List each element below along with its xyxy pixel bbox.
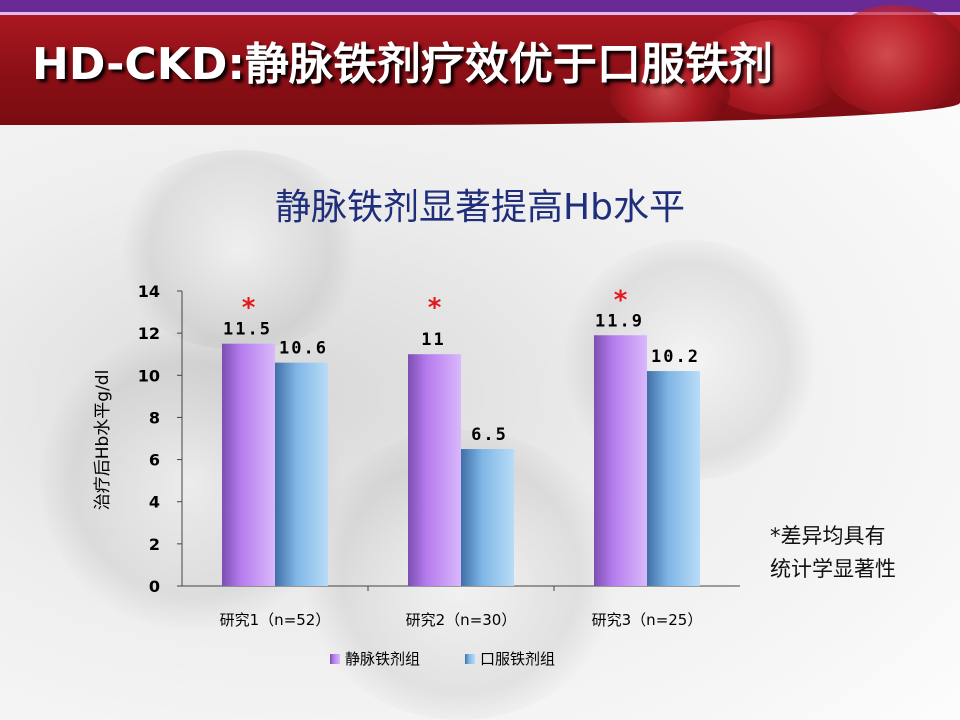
y-tick-label: 6 — [149, 451, 160, 470]
data-label: 11 — [421, 330, 445, 350]
legend-label: 静脉铁剂组 — [345, 650, 420, 668]
bar-iv-iron — [408, 354, 461, 586]
y-tick-label: 10 — [138, 366, 160, 385]
chart-bars — [222, 335, 700, 586]
y-tick-label: 12 — [138, 324, 160, 343]
category-label: 研究1（n=52） — [220, 611, 331, 629]
y-tick-label: 8 — [149, 408, 160, 427]
data-label: 10.2 — [651, 347, 700, 367]
y-tick-label: 4 — [149, 493, 160, 512]
legend-swatch-oral — [465, 654, 475, 664]
bar-oral-iron — [647, 371, 700, 586]
chart-legend: 静脉铁剂组 口服铁剂组 — [330, 650, 555, 668]
data-label: 11.9 — [595, 311, 644, 331]
bar-oral-iron — [461, 449, 514, 586]
chart-labels: 研究1（n=52） 11.5 10.6 * 研究2（n=30） 11 6.5 * 研究3（n=2… — [220, 285, 703, 629]
data-label: 11.5 — [223, 320, 272, 340]
significance-star: * — [614, 285, 628, 315]
bar-iv-iron — [222, 343, 275, 586]
legend-label: 口服铁剂组 — [480, 650, 555, 668]
slide-header — [0, 0, 960, 125]
background-cell — [110, 150, 370, 350]
y-axis-label: 治疗后Hb水平g/dl — [93, 370, 113, 511]
legend-swatch-iv — [330, 654, 340, 664]
blood-cell-graphic — [820, 5, 960, 115]
significance-footnote: *差异均具有 统计学显著性 — [770, 520, 950, 586]
footnote-line-1: *差异均具有 — [770, 524, 886, 548]
significance-star: * — [242, 293, 256, 323]
footnote-line-2: 统计学显著性 — [770, 557, 896, 581]
y-tick-label: 2 — [149, 535, 160, 554]
chart-title: 静脉铁剂显著提高Hb水平 — [275, 187, 685, 228]
category-label: 研究3（n=25） — [592, 611, 703, 629]
bar-iv-iron — [594, 335, 647, 586]
header-top-band — [0, 0, 960, 12]
data-label: 6.5 — [471, 425, 508, 445]
category-label: 研究2（n=30） — [406, 611, 517, 629]
data-label: 10.6 — [279, 339, 328, 359]
y-tick-label: 0 — [149, 577, 160, 596]
bar-oral-iron — [275, 362, 328, 586]
y-tick-label: 14 — [138, 282, 160, 301]
header-accent-line — [0, 12, 960, 15]
page-title: HD-CKD:静脉铁剂疗效优于口服铁剂 — [32, 39, 773, 90]
blood-cell-graphic — [610, 60, 730, 125]
significance-star: * — [428, 293, 442, 323]
